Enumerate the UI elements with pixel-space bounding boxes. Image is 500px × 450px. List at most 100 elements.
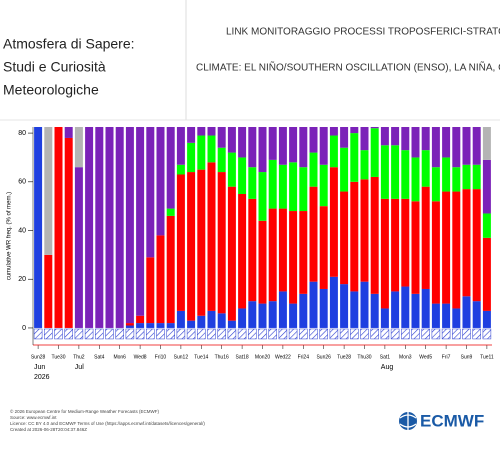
x-tick-label: Sat1 <box>380 354 391 360</box>
bar-segment <box>329 167 338 277</box>
bar-segment <box>176 310 185 328</box>
bar-segment <box>227 152 236 187</box>
bar-segment <box>85 127 94 328</box>
bar-segment <box>462 127 471 165</box>
bar-segment <box>319 288 328 328</box>
bar-segment <box>442 303 451 328</box>
member-box <box>472 328 481 340</box>
site-title[interactable]: Meteorologiche <box>3 82 99 98</box>
bar-segment <box>166 208 175 216</box>
bar-segment <box>309 127 318 153</box>
x-tick-label: Sun9 <box>461 354 473 360</box>
bar-segment <box>197 127 206 136</box>
bar-segment <box>319 206 328 289</box>
member-box <box>186 328 196 340</box>
bar-segment <box>54 127 63 328</box>
member-box <box>390 328 400 340</box>
bar-segment <box>187 172 196 321</box>
member-box <box>146 328 155 340</box>
member-box <box>166 328 175 340</box>
x-tick-label: Tue30 <box>52 354 66 360</box>
bar-segment <box>268 301 277 328</box>
x-tick-label: Tue11 <box>480 354 494 360</box>
bar-segment <box>482 213 491 238</box>
bar-segment <box>95 127 104 328</box>
member-box <box>207 328 216 340</box>
bar-segment <box>380 145 389 199</box>
x-tick-label: Thu2 <box>73 354 85 360</box>
bar-segment <box>125 323 134 326</box>
bar-segment <box>411 293 420 328</box>
member-box <box>431 328 441 340</box>
bar-segment <box>360 281 369 328</box>
bar-segment <box>329 276 338 328</box>
bar-segment <box>360 127 369 151</box>
member-box <box>278 328 288 340</box>
bar-segment <box>146 127 155 258</box>
bar-segment <box>258 303 267 328</box>
member-box <box>33 328 43 340</box>
bar-segment <box>431 127 440 168</box>
bar-segment <box>411 127 420 158</box>
bar-segment <box>278 127 287 165</box>
bar-segment <box>452 127 461 168</box>
bar-segment <box>187 320 196 328</box>
y-tick-label: 80 <box>18 130 26 137</box>
nav-link[interactable]: LINK MONITORAGGIO PROCESSI TROPOSFERICI-… <box>226 27 500 38</box>
member-box <box>441 328 451 340</box>
x-tick-label: Sat18 <box>236 354 249 360</box>
bar-segment <box>360 150 369 180</box>
bar-segment <box>442 157 451 192</box>
bar-segment <box>421 288 430 328</box>
member-box <box>360 328 369 340</box>
bar-segment <box>350 181 359 292</box>
month-label: Jun <box>34 364 45 371</box>
y-axis-label: cumulative WR freq. (% of mem.) <box>7 192 13 280</box>
nav-link[interactable]: CLIMATE: EL NIÑO/SOUTHERN OSCILLATION (E… <box>196 61 500 74</box>
footer-text: Created at 2026-06-28T20:04:37.846Z <box>10 427 87 432</box>
member-box <box>115 328 124 340</box>
bar-segment <box>105 127 114 328</box>
bar-segment <box>248 301 257 328</box>
bar-segment <box>299 293 308 328</box>
member-box <box>258 328 267 340</box>
bar-segment <box>258 127 267 173</box>
bar-segment <box>115 127 124 328</box>
bar-segment <box>340 284 349 328</box>
x-tick-label: Fri7 <box>442 354 451 360</box>
bar-segment <box>176 164 185 175</box>
member-box <box>84 328 94 340</box>
bar-segment <box>482 237 491 311</box>
member-box <box>74 328 84 340</box>
bar-segment <box>401 198 410 287</box>
bar-segment <box>238 308 247 328</box>
bar-segment <box>472 301 481 328</box>
site-title[interactable]: Atmosfera di Sapere: <box>3 36 135 52</box>
bar-segment <box>44 127 53 255</box>
bar-segment <box>462 164 471 190</box>
bar-segment <box>289 127 298 163</box>
bar-segment <box>207 127 216 136</box>
bar-segment <box>431 167 440 202</box>
member-box <box>380 328 390 340</box>
site-title[interactable]: Studi e Curiosità <box>3 59 106 75</box>
member-box <box>309 328 318 340</box>
footer-text: © 2026 European Centre for Medium-Range … <box>10 408 160 414</box>
x-tick-label: Mon3 <box>399 354 412 360</box>
bar-segment <box>360 179 369 282</box>
x-tick-label: Thu30 <box>357 354 371 360</box>
bar-segment <box>340 147 349 192</box>
bar-segment <box>289 303 298 328</box>
member-box <box>421 328 430 340</box>
bar-segment <box>268 208 277 302</box>
x-tick-label: Fri24 <box>298 354 310 360</box>
bar-segment <box>217 147 226 173</box>
bar-segment <box>421 186 430 289</box>
bar-segment <box>64 137 73 328</box>
member-box <box>125 328 135 340</box>
member-box <box>329 328 339 340</box>
bar-segment <box>462 189 471 297</box>
bar-segment <box>350 133 359 182</box>
bar-segment <box>74 127 83 168</box>
